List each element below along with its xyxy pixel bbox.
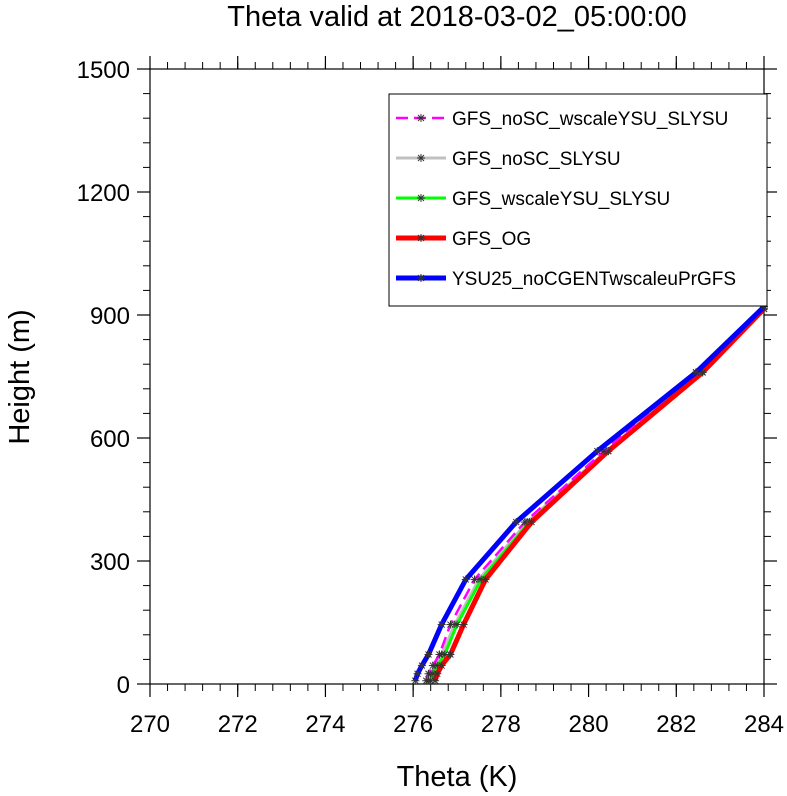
legend-label-1: GFS_noSC_wscaleYSU_SLYSU (452, 109, 728, 130)
legend-label-3: GFS_wscaleYSU_SLYSU (452, 189, 670, 210)
legend-label-5: YSU25_noCGENTwscaleuPrGFS (452, 269, 736, 290)
series-4-point (431, 676, 440, 685)
y-tick-label: 600 (90, 426, 130, 453)
y-axis-label: Height (m) (4, 309, 36, 444)
plot-area-border (149, 68, 765, 685)
x-tick-label: 274 (305, 711, 345, 738)
y-tick-label: 1500 (77, 57, 130, 84)
series-4-point (459, 620, 468, 629)
series-1-point (424, 669, 433, 678)
series-5-point (411, 676, 420, 685)
series-1-point (422, 676, 431, 685)
series-4-point (437, 661, 446, 670)
series-5-point (461, 575, 470, 584)
series-5-point (512, 518, 521, 527)
y-tick-label: 900 (90, 303, 130, 330)
legend-marker (417, 114, 425, 122)
series-line-3 (429, 307, 766, 682)
series-1-point (520, 518, 529, 527)
series-line-4 (432, 307, 766, 682)
x-tick-label: 282 (656, 711, 696, 738)
x-tick-label: 270 (130, 711, 170, 738)
series-line-5 (412, 305, 766, 682)
series-line-1 (425, 305, 765, 682)
series-5-point (593, 447, 602, 456)
y-tick-label: 1200 (77, 180, 130, 207)
x-tick-label: 276 (393, 711, 433, 738)
series-5-point (413, 669, 422, 678)
chart-title: Theta valid at 2018-03-02_05:00:00 (227, 1, 687, 33)
series-4-point (446, 650, 455, 659)
x-tick-label: 284 (744, 711, 784, 738)
legend-marker (417, 194, 425, 202)
y-tick-label: 300 (90, 549, 130, 576)
legend-marker (417, 234, 425, 242)
series-4-point (527, 518, 536, 527)
series-1-point (428, 661, 437, 670)
series-4-point (481, 575, 490, 584)
x-axis-label: Theta (K) (397, 761, 518, 793)
legend-label-2: GFS_noSC_SLYSU (452, 149, 621, 170)
series-5-point (437, 620, 446, 629)
x-tick-label: 272 (218, 711, 258, 738)
legend-box (388, 93, 768, 307)
series-1-point (470, 575, 479, 584)
x-tick-label: 278 (481, 711, 521, 738)
series-5-point (692, 368, 701, 377)
series-1-point (435, 650, 444, 659)
x-tick-label: 280 (569, 711, 609, 738)
y-tick-label: 0 (117, 672, 130, 699)
legend-marker (417, 154, 425, 162)
series-1-point (446, 620, 455, 629)
series-5-point (417, 661, 426, 670)
legend-label-4: GFS_OG (452, 229, 531, 250)
series-4-point (433, 669, 442, 678)
legend-marker (417, 274, 425, 282)
series-5-point (424, 650, 433, 659)
